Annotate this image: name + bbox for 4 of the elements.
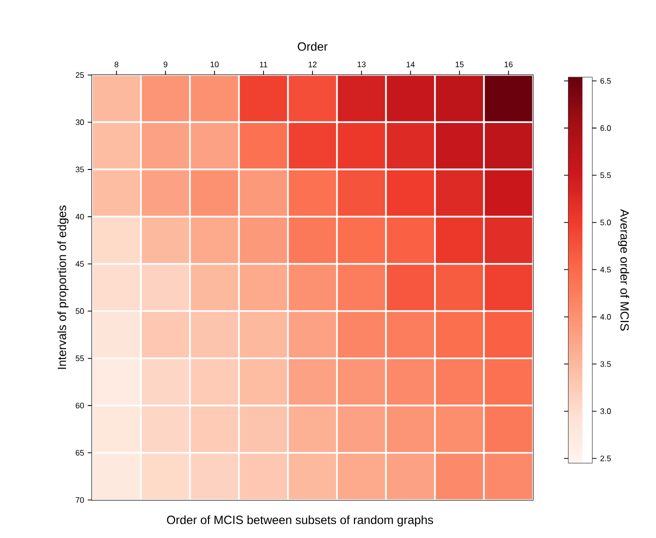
color-bar-title: Average order of MCIS <box>618 209 630 331</box>
x-axis-title: Order <box>298 42 328 51</box>
text: Order of MCIS between subsets of random graphs <box>167 515 434 526</box>
y-axis-title: Intervals of proportion of edges <box>57 206 69 369</box>
